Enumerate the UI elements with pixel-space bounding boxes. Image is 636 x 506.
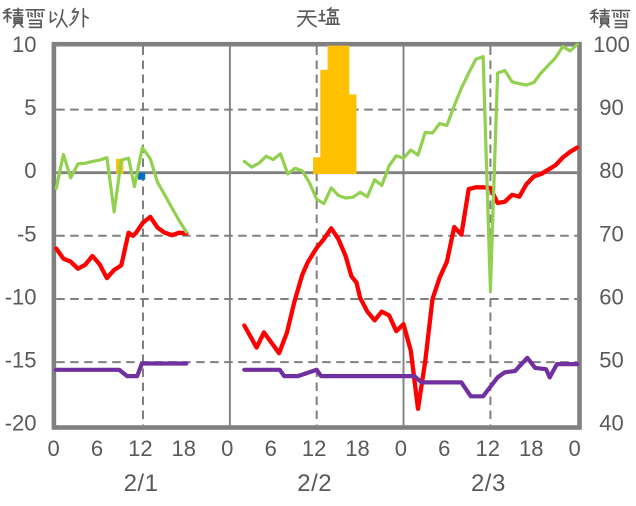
svg-text:5: 5 bbox=[24, 95, 36, 120]
svg-text:70: 70 bbox=[599, 221, 623, 246]
svg-text:12: 12 bbox=[476, 436, 500, 461]
svg-text:18: 18 bbox=[519, 436, 543, 461]
svg-text:12: 12 bbox=[302, 436, 326, 461]
svg-text:18: 18 bbox=[172, 436, 196, 461]
svg-text:0: 0 bbox=[395, 436, 407, 461]
svg-text:80: 80 bbox=[599, 158, 623, 183]
svg-text:60: 60 bbox=[599, 285, 623, 310]
svg-text:100: 100 bbox=[593, 32, 630, 57]
svg-text:2/3: 2/3 bbox=[471, 470, 506, 497]
svg-text:0: 0 bbox=[221, 436, 233, 461]
svg-text:6: 6 bbox=[438, 436, 450, 461]
svg-text:-5: -5 bbox=[17, 221, 37, 246]
svg-text:6: 6 bbox=[91, 436, 103, 461]
svg-text:2/2: 2/2 bbox=[297, 470, 332, 497]
svg-text:0: 0 bbox=[47, 436, 59, 461]
svg-text:-20: -20 bbox=[5, 411, 37, 436]
svg-text:-10: -10 bbox=[5, 285, 37, 310]
svg-text:90: 90 bbox=[599, 95, 623, 120]
svg-text:18: 18 bbox=[345, 436, 369, 461]
svg-text:50: 50 bbox=[599, 348, 623, 373]
svg-text:-15: -15 bbox=[5, 348, 37, 373]
svg-text:0: 0 bbox=[24, 158, 36, 183]
svg-text:40: 40 bbox=[599, 411, 623, 436]
svg-text:10: 10 bbox=[12, 32, 36, 57]
svg-text:12: 12 bbox=[128, 436, 152, 461]
svg-text:6: 6 bbox=[265, 436, 277, 461]
svg-text:0: 0 bbox=[568, 436, 580, 461]
svg-text:2/1: 2/1 bbox=[124, 470, 159, 497]
